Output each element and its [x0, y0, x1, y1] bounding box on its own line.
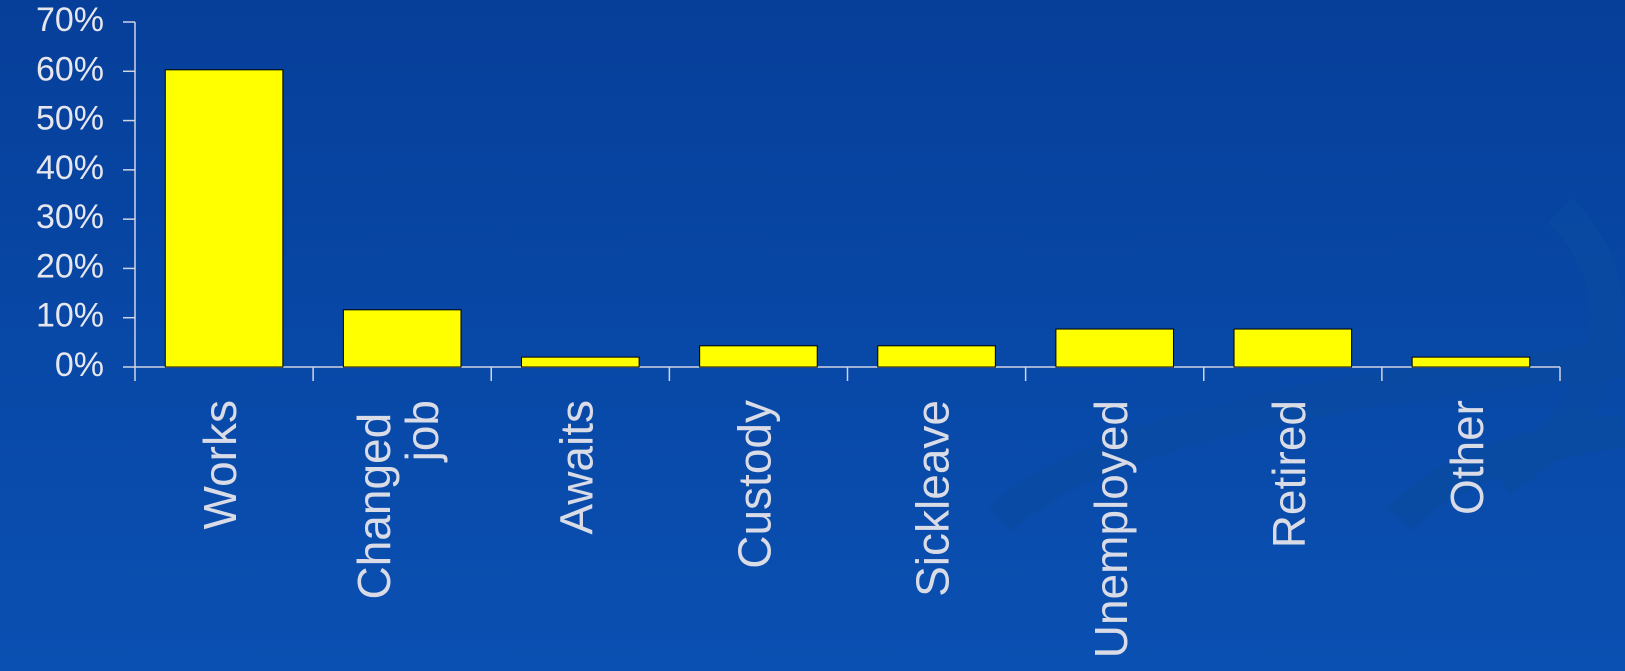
y-tick-label: 10% — [36, 297, 104, 335]
x-tick-label-line: Changed — [348, 400, 400, 600]
y-tick-label: 60% — [36, 50, 104, 88]
y-tick-label: 50% — [36, 100, 104, 138]
x-tick-label: Unemployed — [1085, 400, 1137, 658]
bar — [699, 345, 818, 368]
decoration — [987, 197, 1625, 533]
y-tick-label: 40% — [36, 149, 104, 187]
x-tick-label: Retired — [1263, 400, 1315, 548]
x-tick-label: Custody — [729, 400, 781, 569]
bar — [164, 69, 284, 368]
bar — [1233, 328, 1353, 368]
bar — [877, 345, 996, 368]
bar — [342, 309, 462, 368]
x-tick-label: Awaits — [550, 400, 602, 535]
x-tick-label-line: job — [396, 400, 448, 463]
y-tick-label: 70% — [36, 1, 104, 39]
bar — [1055, 328, 1174, 368]
y-tick-label: 20% — [36, 247, 104, 285]
x-tick-label: Works — [194, 400, 246, 530]
x-tick-label: Changed job — [348, 400, 448, 600]
y-tick-label: 0% — [55, 346, 104, 384]
x-tick-label: Sickleave — [907, 400, 959, 597]
x-tick-label: Other — [1441, 400, 1493, 515]
y-tick-label: 30% — [36, 198, 104, 236]
bar — [521, 356, 640, 368]
bar — [1411, 356, 1531, 368]
